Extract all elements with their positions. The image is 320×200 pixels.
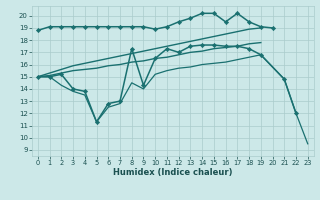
X-axis label: Humidex (Indice chaleur): Humidex (Indice chaleur) [113,168,233,177]
